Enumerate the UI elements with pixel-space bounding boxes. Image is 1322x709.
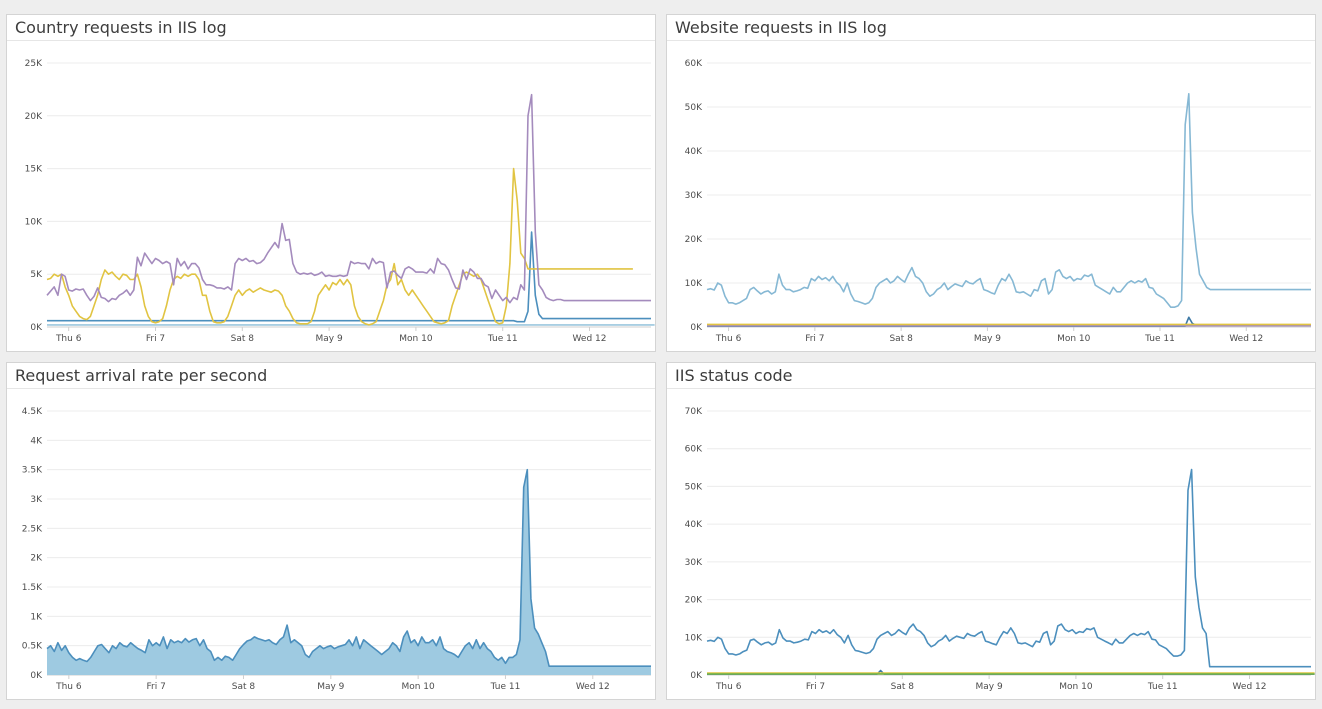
request-arrival-rate-chart: 0K 0.5K 1K 1.5K 2K 2.5K 3K 3.5K 4K 4.5K Thu 6 Fri 7… <box>22 407 651 692</box>
y-tick-label: 5K <box>30 270 43 280</box>
x-tick-label: Sat 8 <box>891 682 915 692</box>
x-tick-label: Mon 10 <box>401 682 435 692</box>
x-tick-label: Fri 7 <box>806 682 825 692</box>
y-tick-label: 10K <box>685 279 703 289</box>
y-tick-label: 50K <box>685 103 703 113</box>
x-tick-label: Tue 11 <box>1147 682 1178 692</box>
y-tick-label: 20K <box>25 112 43 122</box>
x-tick-label: Sat 8 <box>889 334 913 344</box>
y-tick-label: 0K <box>690 671 703 681</box>
y-tick-label: 20K <box>685 235 703 245</box>
panel-country-requests: Country requests in IIS log 0K 5K 10K 15K 20… <box>6 14 656 352</box>
series-line <box>706 93 1311 309</box>
y-tick-label: 70K <box>685 407 703 417</box>
x-tick-label: Wed 12 <box>1229 334 1263 344</box>
y-tick-label: 0K <box>30 323 43 333</box>
y-tick-label: 3K <box>30 495 43 505</box>
x-tick-label: Mon 10 <box>1059 682 1093 692</box>
x-tick-label: Fri 7 <box>146 334 165 344</box>
y-tick-label: 50K <box>685 482 703 492</box>
country-requests-chart: 0K 5K 10K 15K 20K 25K Thu 6 Fri 7 Sat 8 May 9 Mon … <box>25 59 655 344</box>
x-tick-label: Wed 12 <box>1233 682 1267 692</box>
x-tick-label: Wed 12 <box>573 334 607 344</box>
panel-website-requests: Website requests in IIS log 0K 10K 20K 30K 4… <box>666 14 1316 352</box>
series-line <box>46 167 633 326</box>
panel-title: Country requests in IIS log <box>7 15 655 41</box>
series-line <box>47 231 651 323</box>
y-tick-label: 30K <box>685 191 703 201</box>
y-tick-label: 1.5K <box>22 583 43 593</box>
x-tick-label: Thu 6 <box>715 334 742 344</box>
y-tick-label: 0K <box>690 323 703 333</box>
x-tick-label: May 9 <box>316 334 343 344</box>
panel-title: Website requests in IIS log <box>667 15 1315 41</box>
series-line <box>46 93 651 304</box>
y-tick-label: 30K <box>685 558 703 568</box>
y-tick-label: 1K <box>30 612 43 622</box>
x-tick-label: Fri 7 <box>147 682 166 692</box>
panel-title: Request arrival rate per second <box>7 363 655 389</box>
x-tick-label: May 9 <box>317 682 344 692</box>
y-tick-label: 10K <box>685 633 703 643</box>
y-tick-label: 25K <box>25 59 43 69</box>
y-tick-label: 4K <box>30 436 43 446</box>
y-tick-label: 0K <box>30 671 43 681</box>
y-tick-label: 10K <box>25 217 43 227</box>
x-tick-label: May 9 <box>974 334 1001 344</box>
x-tick-label: Thu 6 <box>55 682 82 692</box>
x-tick-label: Tue 11 <box>487 334 518 344</box>
x-tick-label: Thu 6 <box>55 334 82 344</box>
series-line <box>46 468 651 668</box>
y-tick-label: 20K <box>685 596 703 606</box>
y-tick-label: 15K <box>25 165 43 175</box>
y-tick-label: 60K <box>685 59 703 69</box>
x-tick-label: Mon 10 <box>399 334 433 344</box>
y-tick-label: 3.5K <box>22 466 43 476</box>
series-line <box>706 468 1311 668</box>
x-tick-label: Wed 12 <box>576 682 610 692</box>
panel-iis-status-code: IIS status code 0K 10K 20K 30K 40K 50K 60K 70K T… <box>666 362 1316 700</box>
x-tick-label: Fri 7 <box>805 334 824 344</box>
y-tick-label: 0.5K <box>22 642 43 652</box>
panel-title: IIS status code <box>667 363 1315 389</box>
iis-status-code-chart: 0K 10K 20K 30K 40K 50K 60K 70K Thu 6 Fri 7 Sat 8 Ma… <box>685 407 1315 692</box>
website-requests-chart: 0K 10K 20K 30K 40K 50K 60K Thu 6 Fri 7 Sat 8 May 9… <box>685 59 1311 344</box>
panel-request-arrival-rate: Request arrival rate per second 0K 0.5K 1K… <box>6 362 656 700</box>
series-area <box>47 469 651 675</box>
x-tick-label: May 9 <box>976 682 1003 692</box>
y-tick-label: 2.5K <box>22 524 43 534</box>
y-tick-label: 4.5K <box>22 407 43 417</box>
y-tick-label: 40K <box>685 147 703 157</box>
y-tick-label: 60K <box>685 445 703 455</box>
y-tick-label: 2K <box>30 554 43 564</box>
x-tick-label: Tue 11 <box>1144 334 1175 344</box>
x-tick-label: Sat 8 <box>232 682 256 692</box>
x-tick-label: Sat 8 <box>231 334 255 344</box>
x-tick-label: Thu 6 <box>715 682 742 692</box>
y-tick-label: 40K <box>685 520 703 530</box>
x-tick-label: Mon 10 <box>1057 334 1091 344</box>
x-tick-label: Tue 11 <box>490 682 521 692</box>
